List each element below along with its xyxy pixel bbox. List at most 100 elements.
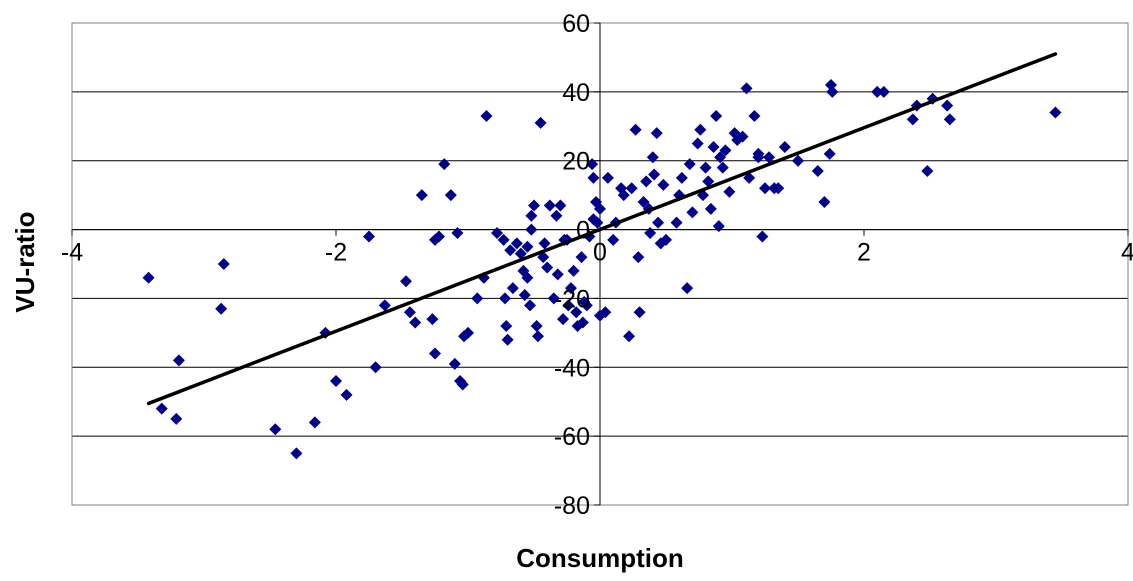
data-point <box>811 165 824 178</box>
data-point <box>637 196 650 209</box>
data-point <box>564 282 577 295</box>
data-point <box>712 220 725 233</box>
data-point <box>531 330 544 343</box>
data-point <box>498 292 511 305</box>
data-point <box>826 85 839 98</box>
data-point <box>378 299 391 312</box>
data-point <box>683 158 696 171</box>
data-point <box>1049 106 1062 119</box>
data-point <box>675 171 688 184</box>
data-point <box>670 216 683 229</box>
data-point <box>504 244 517 257</box>
data-point <box>723 185 736 198</box>
data-point <box>562 299 575 312</box>
data-point <box>456 378 469 391</box>
data-point <box>772 182 785 195</box>
y-tick-label: -20 <box>554 285 590 313</box>
data-point <box>269 423 282 436</box>
data-point <box>308 416 321 429</box>
data-point <box>650 127 663 140</box>
data-point <box>648 168 661 181</box>
data-point <box>525 209 538 222</box>
data-point <box>576 316 589 329</box>
data-point <box>471 292 484 305</box>
data-point <box>551 268 564 281</box>
y-tick-label: -40 <box>554 354 590 382</box>
data-point <box>617 189 630 202</box>
data-point <box>480 109 493 122</box>
data-point <box>601 171 614 184</box>
data-point <box>155 402 168 415</box>
data-point <box>748 109 761 122</box>
data-point <box>506 282 519 295</box>
data-point <box>906 113 919 126</box>
data-point <box>660 233 672 246</box>
data-point <box>538 237 551 250</box>
y-tick-label: -80 <box>554 492 590 520</box>
x-tick-label: 0 <box>593 239 607 267</box>
data-point <box>444 189 457 202</box>
data-points <box>142 78 1062 460</box>
data-point <box>823 147 836 160</box>
data-point <box>580 299 593 312</box>
data-point <box>686 206 699 219</box>
data-point <box>557 313 570 326</box>
data-point <box>640 175 653 188</box>
data-point <box>652 216 665 229</box>
y-tick-label: 0 <box>576 217 590 245</box>
data-point <box>941 99 954 112</box>
data-point <box>554 199 567 212</box>
data-point <box>530 319 543 332</box>
data-point <box>415 189 428 202</box>
data-point <box>877 85 890 98</box>
data-point <box>521 271 534 284</box>
data-point <box>644 227 657 240</box>
y-tick-label: 40 <box>562 79 590 107</box>
data-point <box>567 264 580 277</box>
data-point <box>633 306 646 319</box>
data-point <box>752 151 765 164</box>
y-tick-label: 60 <box>562 10 590 38</box>
data-point <box>792 154 804 167</box>
data-point <box>340 388 353 401</box>
data-point <box>172 354 185 367</box>
data-point <box>491 227 504 240</box>
data-point <box>632 251 645 264</box>
data-point <box>702 175 715 188</box>
data-point <box>594 202 606 215</box>
data-point <box>399 275 412 288</box>
data-point <box>521 240 534 253</box>
x-tick-label: -2 <box>325 239 347 267</box>
data-point <box>528 199 540 212</box>
data-point <box>599 306 612 319</box>
y-tick-label: -60 <box>554 423 590 451</box>
data-point <box>625 182 638 195</box>
data-point <box>736 130 749 143</box>
data-point <box>694 123 707 136</box>
data-point <box>290 447 303 460</box>
x-tick-label: -4 <box>61 239 83 267</box>
y-tick-label: 20 <box>562 148 590 176</box>
data-point <box>740 82 753 95</box>
data-point <box>550 209 563 222</box>
data-point <box>587 171 600 184</box>
data-point <box>716 161 729 174</box>
data-point <box>607 233 620 246</box>
data-point <box>518 288 531 301</box>
data-point <box>710 109 723 122</box>
data-point <box>719 144 732 157</box>
data-point <box>871 85 884 98</box>
x-tick-label: 4 <box>1121 239 1133 267</box>
data-point <box>438 158 451 171</box>
data-point <box>369 361 382 374</box>
data-point <box>681 282 694 295</box>
data-point <box>217 258 230 270</box>
y-axis-title: VU-ratio <box>10 211 40 312</box>
data-point <box>429 347 441 360</box>
data-point <box>586 158 599 171</box>
data-point <box>330 375 342 388</box>
data-point <box>501 333 514 346</box>
data-point <box>215 302 228 315</box>
trendline <box>146 52 1058 406</box>
